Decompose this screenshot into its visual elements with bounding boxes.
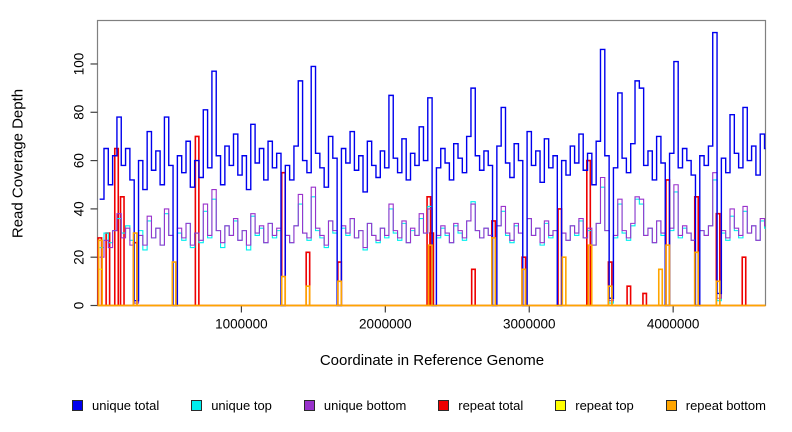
- legend-swatch: [555, 399, 567, 411]
- y-tick-label: 60: [72, 153, 87, 168]
- legend-swatch: [303, 399, 315, 411]
- legend-label: unique top: [211, 397, 272, 413]
- x-tick-label: 2000000: [359, 317, 412, 332]
- legend-item-unique-bottom: unique bottom: [303, 397, 407, 413]
- y-tick-label: 40: [72, 201, 87, 216]
- legend-item-repeat-bottom: repeat bottom: [665, 397, 766, 413]
- y-tick-label: 100: [72, 53, 87, 76]
- x-tick-label: 3000000: [503, 317, 556, 332]
- x-tick-label: 1000000: [215, 317, 268, 332]
- legend-swatch: [438, 399, 450, 411]
- x-axis-title: Coordinate in Reference Genome: [319, 352, 545, 369]
- legend-swatch: [665, 399, 677, 411]
- y-tick-label: 20: [72, 250, 87, 265]
- legend-swatch: [191, 399, 203, 411]
- legend-label: repeat bottom: [685, 397, 766, 413]
- y-tick-label: 0: [72, 302, 87, 310]
- legend-item-unique-top: unique top: [191, 398, 272, 413]
- legend-item-unique-total: unique total: [72, 398, 159, 413]
- legend-label: repeat top: [575, 397, 634, 413]
- y-tick-label: 80: [72, 105, 87, 120]
- legend-label: unique total: [92, 397, 160, 413]
- legend-item-repeat-top: repeat top: [555, 398, 634, 413]
- legend-item-repeat-total: repeat total: [438, 398, 523, 413]
- legend: unique total unique top unique bottom repea…: [72, 396, 766, 414]
- legend-label: unique bottom: [323, 397, 407, 413]
- series-repeat-bottom: [97, 232, 766, 307]
- legend-label: repeat total: [458, 397, 524, 413]
- x-tick-label: 4000000: [647, 317, 700, 332]
- legend-swatch: [72, 399, 83, 411]
- y-axis-title: Read Coverage Depth: [9, 88, 27, 239]
